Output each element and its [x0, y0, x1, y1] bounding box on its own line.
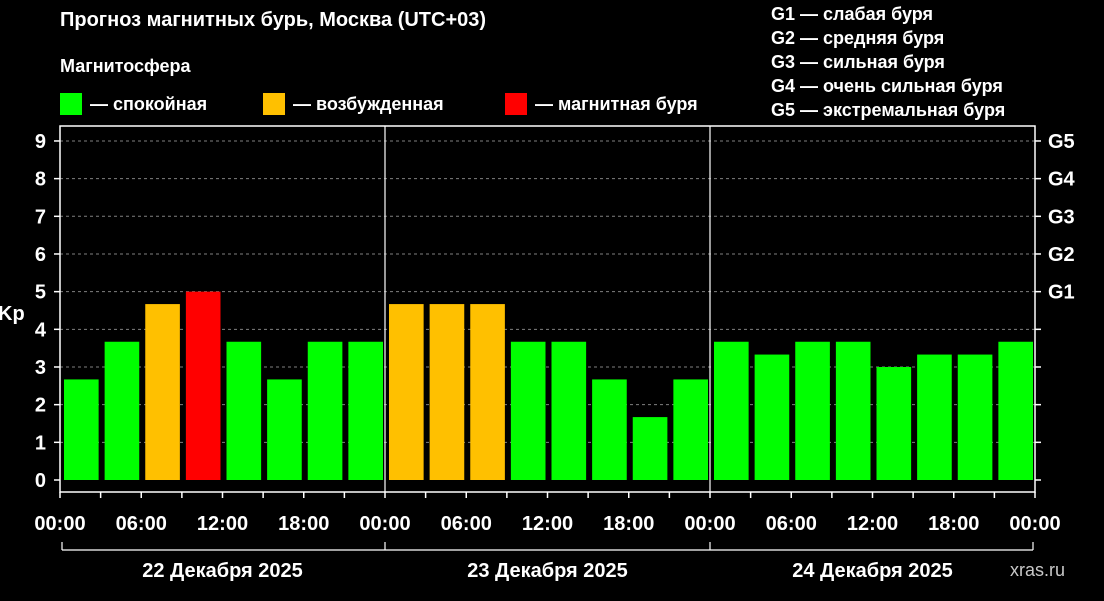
day-label: 24 Декабря 2025	[792, 560, 953, 582]
x-tick-label: 00:00	[1009, 513, 1060, 535]
x-tick-label: 12:00	[197, 513, 248, 535]
legend-item-storm: — магнитная буря	[505, 92, 698, 116]
x-tick-label: 18:00	[278, 513, 329, 535]
kp-bar	[185, 291, 221, 480]
kp-bar	[754, 354, 790, 480]
x-tick-label: 06:00	[116, 513, 167, 535]
kp-bar	[267, 379, 302, 480]
g-tick-label: G3	[1048, 206, 1075, 228]
kp-bar	[917, 354, 952, 480]
y-tick-label: 5	[35, 282, 46, 304]
legend-label-quiet: — спокойная	[90, 93, 208, 114]
legend-label-storm: — магнитная буря	[535, 93, 698, 114]
x-tick-label: 06:00	[441, 513, 492, 535]
kp-bar	[389, 304, 424, 480]
g-scale-legend: G1 — слабая буря G2 — средняя буря G3 — …	[771, 2, 1005, 122]
y-tick-label: 0	[35, 470, 46, 492]
g-tick-label: G4	[1048, 169, 1076, 191]
kp-bar	[714, 341, 749, 480]
x-tick-label: 00:00	[684, 513, 735, 535]
legend-swatch-quiet	[60, 93, 82, 115]
y-tick-label: 7	[35, 206, 46, 228]
kp-bar	[592, 379, 627, 480]
kp-bar	[632, 417, 668, 480]
x-tick-label: 12:00	[847, 513, 898, 535]
magnetosphere-label: Магнитосфера	[60, 56, 191, 76]
g-legend-g4: G4 — очень сильная буря	[771, 76, 1003, 96]
watermark: xras.ru	[1010, 560, 1066, 580]
kp-bar	[104, 341, 140, 480]
legend-item-quiet: — спокойная	[60, 92, 207, 116]
kp-bar	[145, 304, 180, 480]
kp-bar	[307, 341, 343, 480]
chart-title: Прогноз магнитных бурь, Москва (UTC+03)	[60, 9, 487, 31]
legend-item-active: — возбужденная	[263, 92, 444, 116]
legend-swatch-storm	[505, 93, 527, 115]
kp-bar	[348, 341, 383, 480]
g-tick-label: G1	[1048, 282, 1075, 304]
g-tick-label: G5	[1048, 131, 1075, 153]
kp-bar	[429, 304, 465, 480]
legend-swatch-active	[263, 93, 285, 115]
y-tick-label: 9	[35, 131, 46, 153]
y-tick-label: 4	[35, 319, 47, 341]
y-tick-label: 6	[35, 244, 46, 266]
g-legend-g1: G1 — слабая буря	[771, 4, 934, 24]
kp-bar	[551, 341, 587, 480]
x-tick-label: 06:00	[766, 513, 817, 535]
x-tick-label: 18:00	[603, 513, 654, 535]
kp-bar	[795, 341, 830, 480]
y-tick-label: 2	[35, 395, 46, 417]
x-tick-label: 00:00	[34, 513, 85, 535]
kp-bar	[876, 366, 912, 480]
kp-bar	[510, 341, 546, 480]
kp-bar	[673, 379, 708, 480]
g-legend-g2: G2 — средняя буря	[771, 28, 945, 48]
kp-bar	[835, 341, 871, 480]
g-legend-g5: G5 — экстремальная буря	[771, 100, 1006, 120]
legend-label-active: — возбужденная	[293, 93, 444, 114]
y-tick-label: 3	[35, 357, 46, 379]
g-tick-label: G2	[1048, 244, 1075, 266]
y-axis-label: Kp	[0, 303, 25, 325]
x-tick-label: 12:00	[522, 513, 573, 535]
kp-bar	[226, 341, 262, 480]
kp-bar	[998, 341, 1033, 480]
kp-bar	[64, 379, 99, 480]
y-tick-label: 8	[35, 169, 46, 191]
kp-bar	[957, 354, 993, 480]
g-legend-g3: G3 — сильная буря	[771, 52, 945, 72]
kp-bar	[470, 304, 505, 480]
y-tick-label: 1	[35, 432, 46, 454]
x-tick-label: 18:00	[928, 513, 979, 535]
day-label: 22 Декабря 2025	[142, 560, 303, 582]
x-tick-label: 00:00	[359, 513, 410, 535]
day-label: 23 Декабря 2025	[467, 560, 628, 582]
